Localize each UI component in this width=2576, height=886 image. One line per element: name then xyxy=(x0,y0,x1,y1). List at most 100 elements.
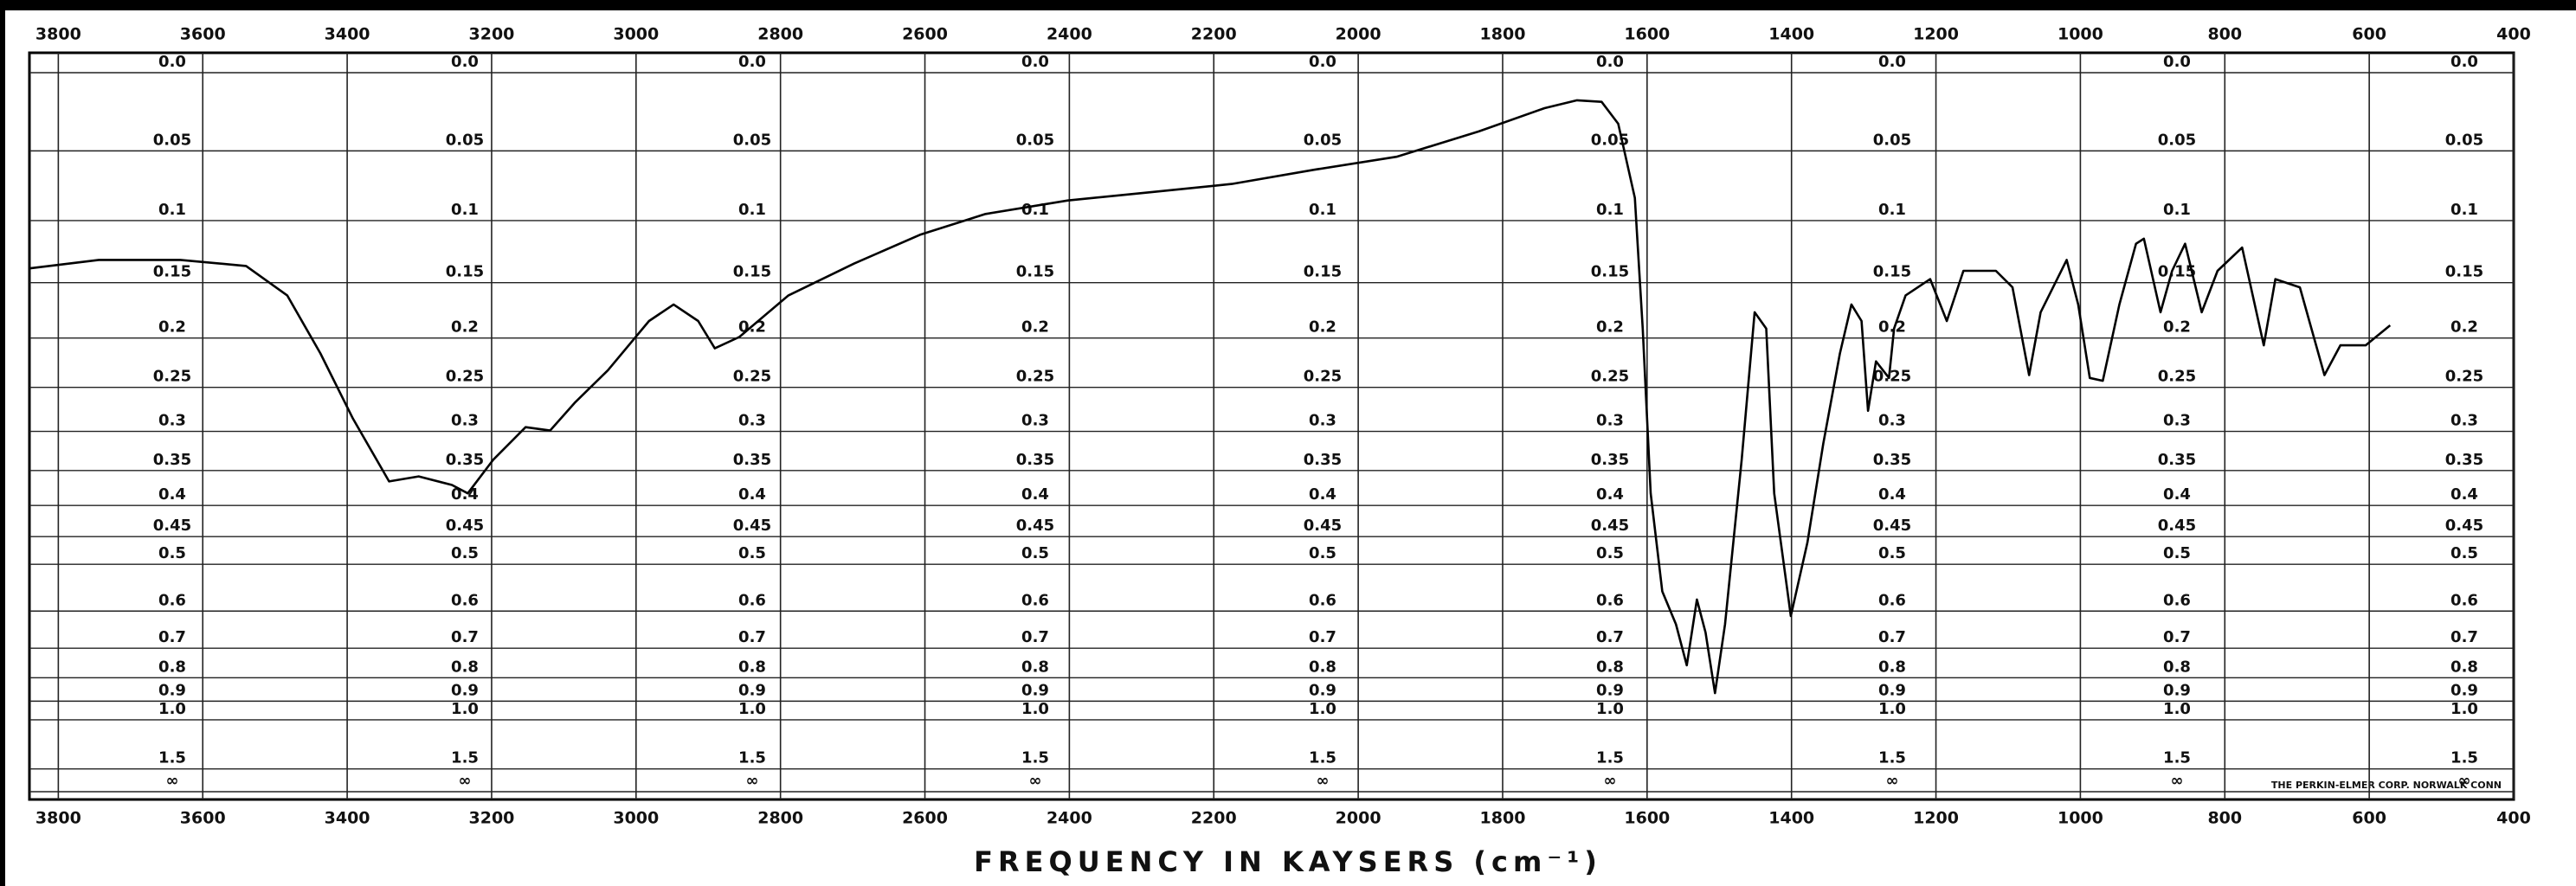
x-tick-label: 600 xyxy=(2352,809,2386,828)
y-tick-label: 0.25 xyxy=(1304,368,1342,386)
y-tick-label: 0.25 xyxy=(733,368,771,386)
y-tick-label: ∞ xyxy=(459,772,472,790)
y-tick-label: ∞ xyxy=(746,772,759,790)
y-tick-label: 0.2 xyxy=(1021,318,1049,337)
y-tick-label: 0.35 xyxy=(1016,451,1054,469)
y-tick-label: 0.8 xyxy=(451,658,479,676)
y-tick-label: 0.7 xyxy=(1596,628,1624,646)
y-tick-label: 0.0 xyxy=(2163,53,2191,71)
y-tick-label: ∞ xyxy=(1604,772,1617,790)
y-tick-label: 1.5 xyxy=(1021,749,1049,767)
y-tick-label: 1.0 xyxy=(2163,700,2191,718)
y-tick-label: 0.2 xyxy=(2163,318,2191,337)
y-tick-label: 0.5 xyxy=(1878,544,1906,562)
x-tick-label: 3600 xyxy=(180,25,226,44)
y-tick-label: 0.15 xyxy=(1591,263,1629,281)
y-tick-label: 0.9 xyxy=(158,681,186,699)
y-tick-label: 0.0 xyxy=(158,53,186,71)
y-tick-label: 1.5 xyxy=(738,749,766,767)
y-tick-label: 0.9 xyxy=(1021,681,1049,699)
y-tick-label: 0.4 xyxy=(1309,485,1336,504)
y-tick-label: 0.8 xyxy=(1309,658,1336,676)
y-tick-label: 0.1 xyxy=(451,201,479,219)
y-tick-label: 0.15 xyxy=(733,263,771,281)
y-tick-label: 0.9 xyxy=(1309,681,1336,699)
y-tick-label: 0.6 xyxy=(1309,591,1336,609)
y-tick-label: 0.15 xyxy=(153,263,191,281)
x-tick-label: 3600 xyxy=(180,809,226,828)
y-tick-label: 1.0 xyxy=(1309,700,1336,718)
y-tick-label: 0.45 xyxy=(1591,517,1629,535)
y-tick-label: 0.45 xyxy=(1304,517,1342,535)
y-tick-label: 1.0 xyxy=(1878,700,1906,718)
y-tick-label: 0.05 xyxy=(153,131,191,149)
y-tick-label: 0.3 xyxy=(1878,412,1906,430)
y-tick-label: 0.6 xyxy=(2450,591,2478,609)
y-tick-label: 0.45 xyxy=(1873,517,1911,535)
y-tick-label: 0.8 xyxy=(2163,658,2191,676)
y-tick-label: 0.35 xyxy=(153,451,191,469)
y-tick-label: 0.3 xyxy=(1021,412,1049,430)
y-tick-label: 0.1 xyxy=(1878,201,1906,219)
x-tick-label: 2000 xyxy=(1336,25,1381,44)
y-tick-label: 0.05 xyxy=(446,131,484,149)
y-tick-label: 0.3 xyxy=(2163,412,2191,430)
y-tick-label: 0.8 xyxy=(2450,658,2478,676)
y-tick-label: 0.8 xyxy=(1021,658,1049,676)
y-tick-label: 0.6 xyxy=(1021,591,1049,609)
y-tick-label: 0.1 xyxy=(2450,201,2478,219)
y-tick-label: 0.8 xyxy=(1878,658,1906,676)
y-tick-label: 0.35 xyxy=(1873,451,1911,469)
y-tick-label: 0.25 xyxy=(1591,368,1629,386)
y-tick-label: 0.7 xyxy=(1878,628,1906,646)
y-tick-label: 0.4 xyxy=(1021,485,1049,504)
x-tick-label: 1800 xyxy=(1480,809,1526,828)
y-tick-label: 0.1 xyxy=(2163,201,2191,219)
x-tick-label: 3000 xyxy=(613,25,659,44)
spectrum-line xyxy=(29,99,2392,695)
y-tick-label: 0.5 xyxy=(2163,544,2191,562)
y-tick-label: 0.1 xyxy=(158,201,186,219)
y-tick-label: 0.15 xyxy=(2158,263,2196,281)
y-tick-label: 0.2 xyxy=(451,318,479,337)
x-tick-label: 1600 xyxy=(1624,25,1670,44)
y-tick-label: 0.8 xyxy=(738,658,766,676)
y-tick-label: 0.35 xyxy=(1591,451,1629,469)
y-tick-label: 1.0 xyxy=(1021,700,1049,718)
y-tick-label: 0.0 xyxy=(2450,53,2478,71)
y-tick-label: 0.05 xyxy=(1304,131,1342,149)
y-tick-label: 0.15 xyxy=(2445,263,2483,281)
x-tick-label: 1000 xyxy=(2058,809,2103,828)
y-tick-label: 1.5 xyxy=(451,749,479,767)
y-tick-label: 0.7 xyxy=(1021,628,1049,646)
y-tick-label: 0.5 xyxy=(1596,544,1624,562)
scan-border xyxy=(0,0,2576,10)
x-tick-label: 3200 xyxy=(469,809,515,828)
y-tick-label: 0.8 xyxy=(1596,658,1624,676)
y-tick-label: 0.35 xyxy=(1304,451,1342,469)
y-tick-label: 1.5 xyxy=(2163,749,2191,767)
y-tick-label: 1.5 xyxy=(1309,749,1336,767)
y-tick-label: 0.45 xyxy=(2158,517,2196,535)
x-tick-label: 2400 xyxy=(1046,809,1092,828)
y-tick-label: 1.5 xyxy=(1878,749,1906,767)
plot-frame xyxy=(28,51,2515,801)
y-tick-label: ∞ xyxy=(1029,772,1042,790)
y-tick-label: 0.25 xyxy=(2158,368,2196,386)
y-tick-label: 0.5 xyxy=(451,544,479,562)
x-tick-label: 2600 xyxy=(902,25,948,44)
y-tick-label: 0.0 xyxy=(738,53,766,71)
y-tick-label: 0.2 xyxy=(1596,318,1624,337)
y-tick-label: 0.1 xyxy=(1596,201,1624,219)
x-tick-label: 3400 xyxy=(325,25,370,44)
y-tick-label: 0.45 xyxy=(2445,517,2483,535)
x-tick-label: 1800 xyxy=(1480,25,1526,44)
y-tick-label: 0.1 xyxy=(738,201,766,219)
y-tick-label: 0.5 xyxy=(1021,544,1049,562)
y-tick-label: 0.05 xyxy=(2158,131,2196,149)
y-tick-label: 0.2 xyxy=(2450,318,2478,337)
y-tick-label: 1.0 xyxy=(158,700,186,718)
y-tick-label: 0.0 xyxy=(1878,53,1906,71)
y-tick-label: 0.45 xyxy=(153,517,191,535)
y-tick-label: 0.7 xyxy=(1309,628,1336,646)
